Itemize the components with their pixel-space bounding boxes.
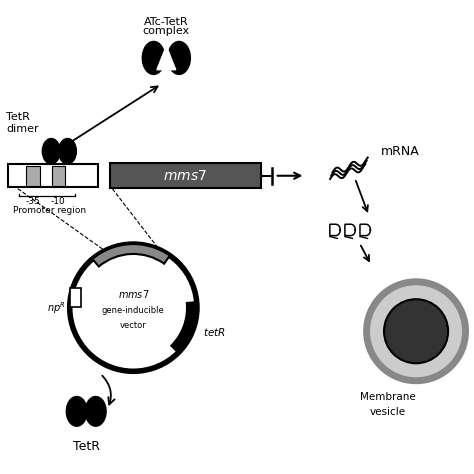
- Text: -10: -10: [51, 197, 66, 206]
- Text: gene-inducible: gene-inducible: [102, 306, 164, 315]
- Wedge shape: [92, 244, 170, 266]
- Bar: [70, 288, 81, 308]
- Wedge shape: [171, 302, 197, 353]
- Bar: [52, 166, 65, 186]
- Ellipse shape: [85, 397, 106, 426]
- Text: Promoter region: Promoter region: [13, 206, 86, 215]
- Text: -35: -35: [26, 197, 40, 206]
- Polygon shape: [157, 46, 176, 70]
- Text: mRNA: mRNA: [381, 145, 419, 158]
- Text: vesicle: vesicle: [370, 407, 406, 417]
- Text: vector: vector: [120, 321, 147, 330]
- Text: $\it{tetO}$: $\it{tetO}$: [46, 144, 70, 156]
- Ellipse shape: [66, 397, 87, 426]
- Ellipse shape: [142, 41, 165, 74]
- Text: TetR: TetR: [6, 111, 30, 121]
- Ellipse shape: [168, 41, 191, 74]
- Text: dimer: dimer: [6, 124, 39, 134]
- Bar: [27, 166, 39, 186]
- Text: ATc-TetR: ATc-TetR: [144, 18, 189, 27]
- Text: complex: complex: [143, 26, 190, 36]
- Ellipse shape: [59, 138, 76, 164]
- Ellipse shape: [42, 138, 60, 164]
- Circle shape: [366, 282, 465, 381]
- Bar: [9, 164, 98, 187]
- Text: $\it{np^R}$: $\it{np^R}$: [47, 300, 66, 316]
- Text: $\it{mms7}$: $\it{mms7}$: [118, 289, 149, 301]
- Circle shape: [384, 299, 448, 363]
- Text: $\it{tetR}$: $\it{tetR}$: [202, 326, 225, 338]
- Text: Membrane: Membrane: [360, 392, 416, 401]
- Bar: [110, 163, 261, 189]
- Text: TetR: TetR: [73, 439, 100, 453]
- Text: $\it{mms7}$: $\it{mms7}$: [163, 169, 207, 183]
